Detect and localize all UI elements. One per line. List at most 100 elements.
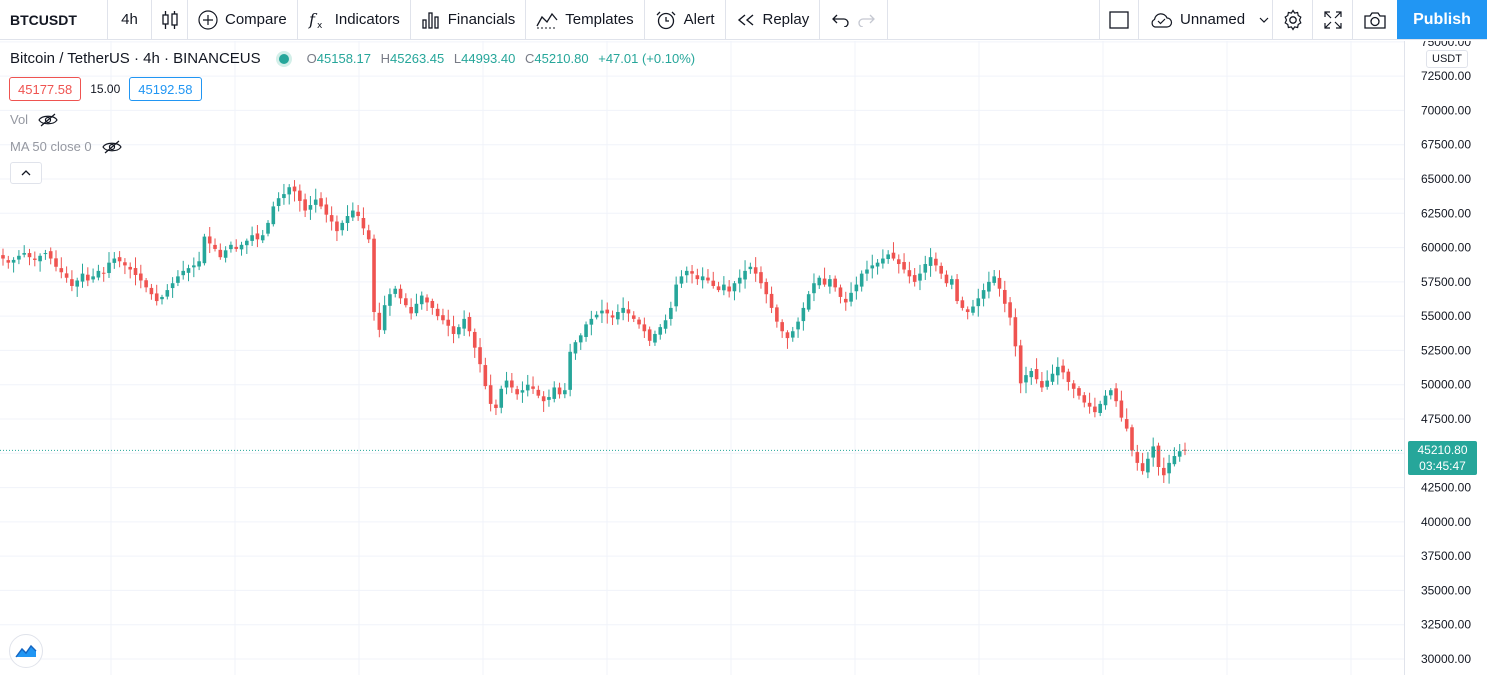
compare-button[interactable]: Compare bbox=[188, 0, 298, 39]
candle-body bbox=[186, 268, 191, 273]
collapse-legend-button[interactable] bbox=[10, 162, 42, 184]
candle-body bbox=[170, 283, 175, 289]
candle-body bbox=[70, 279, 74, 286]
study-ma[interactable]: MA 50 close 0 bbox=[10, 139, 122, 154]
chart-area[interactable]: 75000.00 72500.00 70000.00 67500.00 65000.00… bbox=[0, 41, 1487, 675]
candle-body bbox=[833, 278, 837, 288]
candle-body bbox=[547, 397, 551, 400]
symbol-title[interactable]: Bitcoin / TetherUS · 4h · BINANCEUS bbox=[10, 50, 261, 67]
candle-body bbox=[457, 327, 461, 335]
settings-button[interactable] bbox=[1273, 0, 1313, 39]
snapshot-button[interactable] bbox=[1353, 0, 1397, 39]
candle-body bbox=[981, 290, 986, 299]
market-status-dot[interactable] bbox=[278, 53, 289, 64]
candle-body bbox=[43, 253, 48, 255]
candle-body bbox=[133, 268, 138, 275]
chart-type-button[interactable] bbox=[152, 0, 188, 39]
candle-body bbox=[971, 306, 975, 313]
replay-button[interactable]: Replay bbox=[726, 0, 821, 39]
candle-body bbox=[404, 298, 408, 306]
candle-body bbox=[27, 253, 32, 258]
candle-body bbox=[239, 244, 244, 250]
sell-button[interactable]: 45177.58 bbox=[9, 77, 82, 101]
candle-body bbox=[854, 284, 859, 292]
study-ma-label: MA 50 close 0 bbox=[10, 139, 92, 154]
alert-button[interactable]: Alert bbox=[645, 0, 726, 39]
symbol-legend: Bitcoin / TetherUS · 4h · BINANCEUS O451… bbox=[10, 50, 701, 67]
candle-body bbox=[610, 315, 615, 318]
undo-redo-group bbox=[820, 0, 889, 39]
price-axis-tick: 37500.00 bbox=[1421, 549, 1471, 563]
symbol-search-button[interactable]: BTCUSDT bbox=[0, 0, 108, 39]
candle-body bbox=[843, 298, 848, 303]
candle-body bbox=[817, 277, 822, 286]
candle-body bbox=[441, 315, 445, 321]
spread-value: 15.00 bbox=[90, 82, 121, 96]
candle-body bbox=[22, 253, 27, 255]
candle-body bbox=[117, 257, 122, 262]
templates-button[interactable]: Templates bbox=[526, 0, 645, 39]
candle-body bbox=[881, 258, 885, 264]
candle-body bbox=[1156, 445, 1161, 467]
interval-button[interactable]: 4h bbox=[108, 0, 152, 39]
candle-body bbox=[324, 204, 329, 215]
eye-hidden-icon[interactable] bbox=[38, 113, 58, 127]
candle-body bbox=[1029, 371, 1034, 378]
candle-body bbox=[828, 279, 832, 287]
candle-body bbox=[706, 277, 710, 281]
candle-body bbox=[430, 300, 435, 308]
candle-body bbox=[33, 258, 37, 260]
candle-body bbox=[308, 205, 313, 210]
templates-label: Templates bbox=[565, 11, 634, 28]
plus-circle-icon bbox=[198, 9, 218, 30]
candle-body bbox=[1013, 317, 1018, 347]
price-axis-tick: 62500.00 bbox=[1421, 206, 1471, 220]
interval-label: 4h bbox=[121, 11, 138, 28]
candle-body bbox=[695, 275, 700, 280]
buy-button[interactable]: 45192.58 bbox=[129, 77, 202, 101]
templates-icon bbox=[536, 11, 558, 29]
layout-name-button[interactable]: Unnamed bbox=[1139, 0, 1273, 39]
candle-body bbox=[488, 385, 493, 404]
candle-body bbox=[743, 270, 747, 280]
candle-body bbox=[838, 287, 843, 297]
candle-body bbox=[351, 210, 355, 218]
candle-body bbox=[335, 221, 339, 232]
tradingview-logo[interactable] bbox=[9, 634, 43, 668]
bar-chart-icon bbox=[421, 11, 441, 29]
candle-body bbox=[584, 324, 588, 337]
study-vol[interactable]: Vol bbox=[10, 112, 58, 127]
financials-button[interactable]: Financials bbox=[411, 0, 527, 39]
study-vol-label: Vol bbox=[10, 112, 29, 127]
price-chart[interactable]: 75000.00 72500.00 70000.00 67500.00 65000.00… bbox=[0, 41, 1487, 675]
high-value: 45263.45 bbox=[390, 51, 445, 66]
price-axis-tick: 47500.00 bbox=[1421, 412, 1471, 426]
candle-body bbox=[1167, 462, 1171, 474]
candle-body bbox=[107, 262, 111, 274]
candle-body bbox=[918, 273, 922, 281]
candle-body bbox=[955, 279, 959, 302]
candle-body bbox=[1087, 402, 1092, 407]
fullscreen-button[interactable] bbox=[1313, 0, 1353, 39]
eye-hidden-icon[interactable] bbox=[101, 140, 122, 154]
publish-button[interactable]: Publish bbox=[1397, 0, 1487, 39]
candle-body bbox=[303, 199, 307, 211]
candle-body bbox=[377, 312, 382, 330]
candle-body bbox=[54, 258, 58, 267]
price-axis-tick: 75000.00 bbox=[1421, 41, 1471, 49]
candle-body bbox=[700, 276, 705, 281]
select-layout-button[interactable] bbox=[1099, 0, 1139, 39]
low-value: 44993.40 bbox=[461, 51, 516, 66]
price-axis-tick: 65000.00 bbox=[1421, 172, 1471, 186]
redo-icon[interactable] bbox=[857, 13, 876, 27]
candle-body bbox=[38, 255, 42, 262]
candle-body bbox=[75, 280, 80, 287]
undo-icon[interactable] bbox=[832, 13, 850, 27]
compare-label: Compare bbox=[225, 11, 287, 28]
candle-body bbox=[727, 286, 731, 292]
candle-body bbox=[86, 274, 90, 281]
currency-label[interactable]: USDT bbox=[1426, 50, 1468, 68]
candle-body bbox=[748, 266, 753, 270]
